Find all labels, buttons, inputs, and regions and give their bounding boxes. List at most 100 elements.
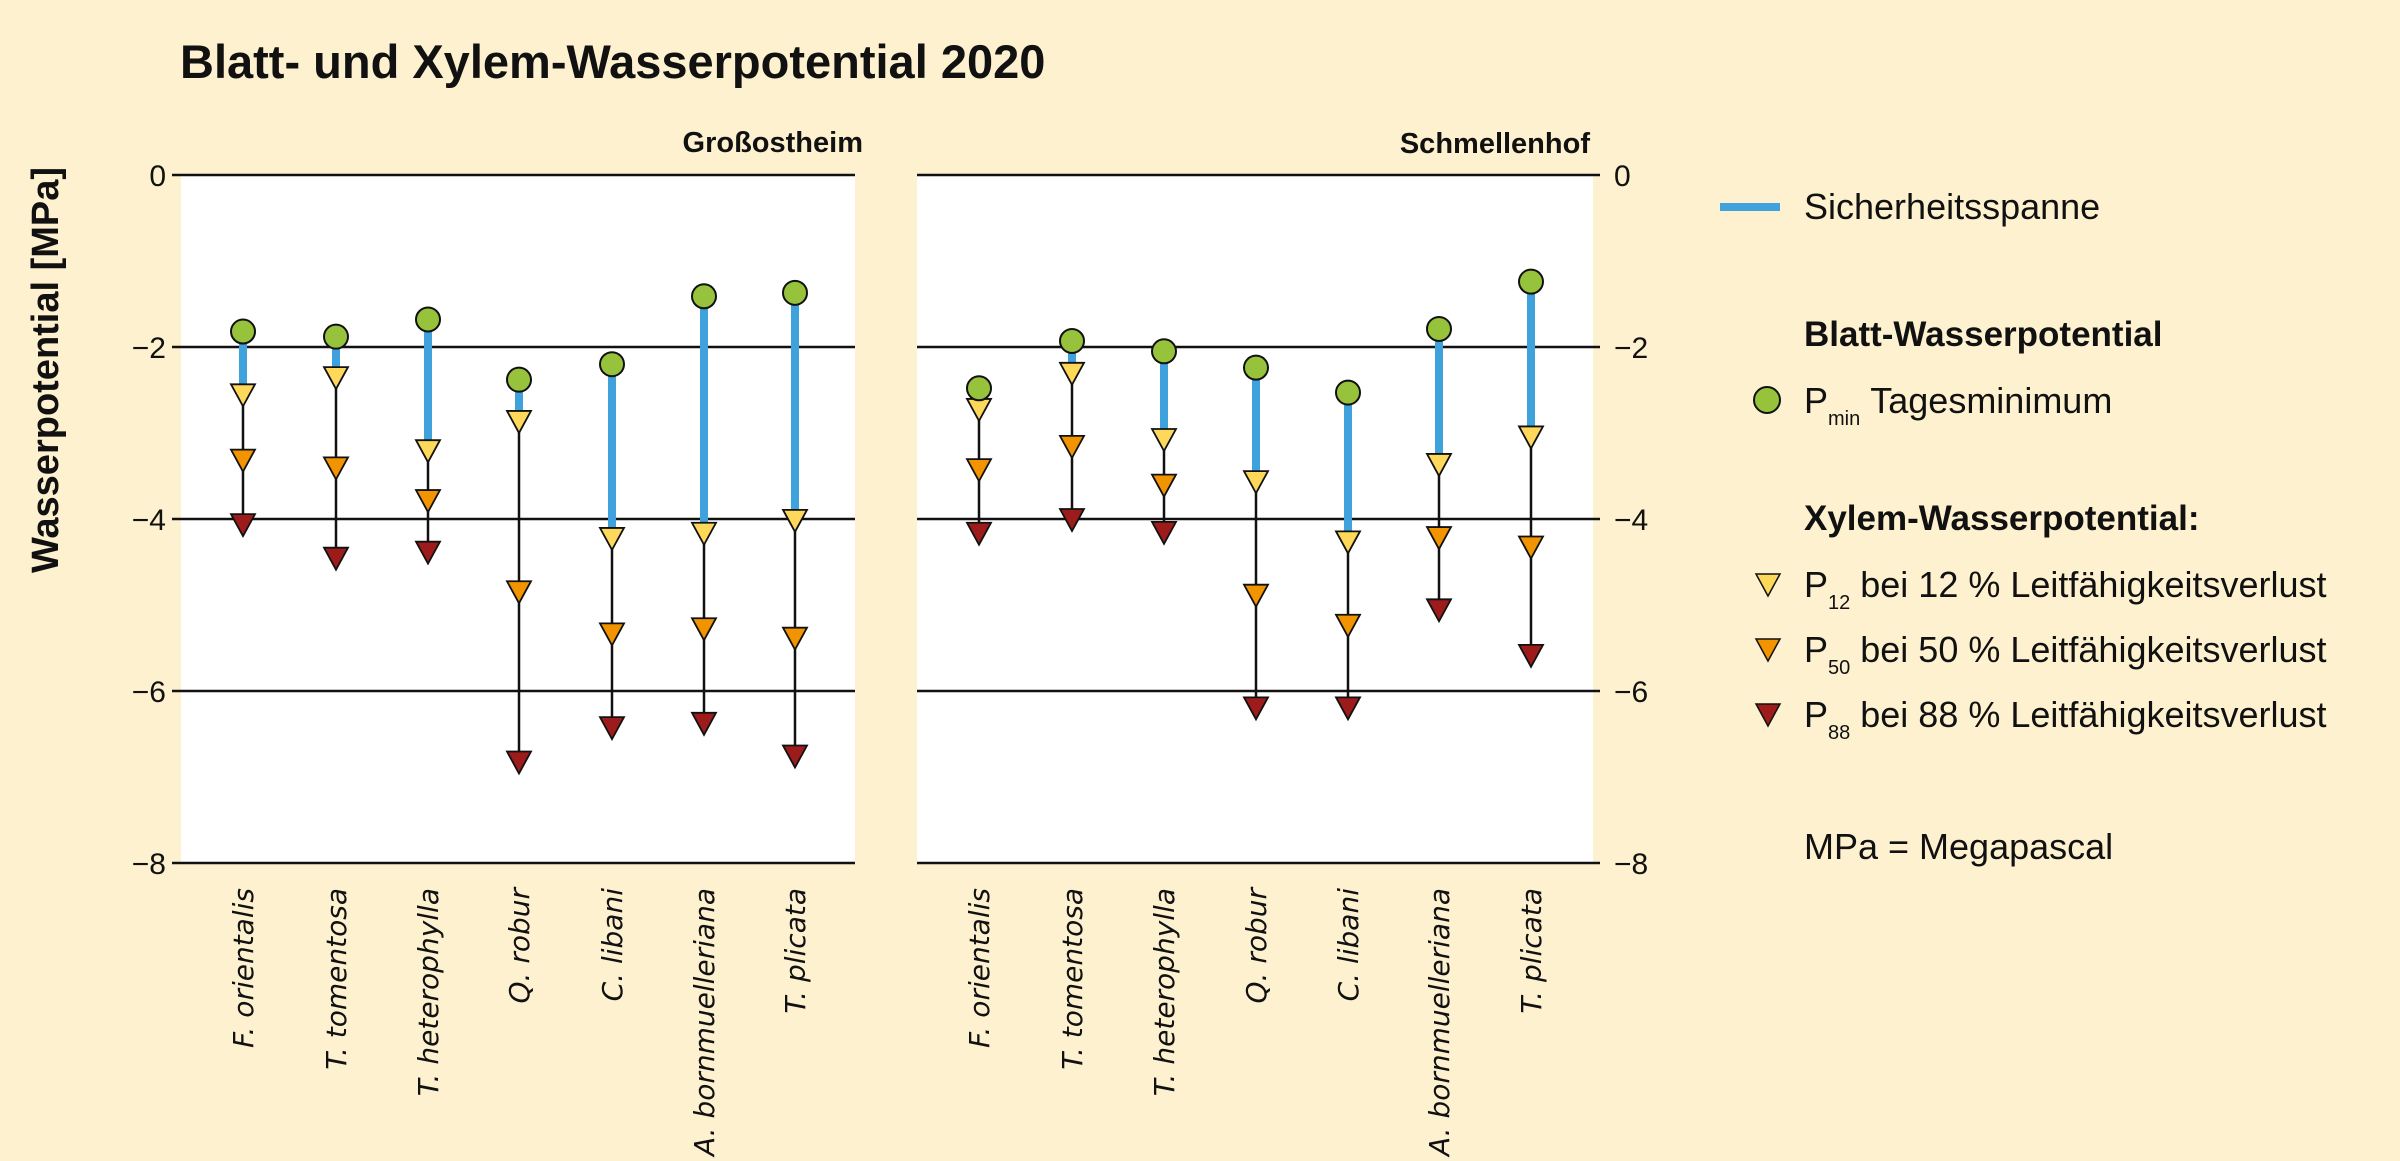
panel-title-grossostheim: Großostheim	[683, 127, 863, 159]
pmin-marker	[230, 318, 256, 345]
pmin-marker	[506, 366, 532, 393]
x-axis-labels-schmellenhof: F. orientalis T. tomentosa T. heterophyl…	[963, 887, 1548, 1159]
p88-marker	[781, 744, 809, 770]
p88-marker	[414, 540, 442, 566]
legend-p12-triangle-icon	[1754, 573, 1782, 598]
p12-marker	[1150, 428, 1178, 453]
p88-marker	[965, 521, 993, 547]
p12-marker	[1517, 425, 1545, 451]
p50-marker	[781, 626, 809, 652]
p50-marker	[598, 622, 626, 648]
y-axis-right: 0 −2 −4 −6 −8	[1614, 160, 1648, 881]
p88-marker	[1425, 598, 1453, 624]
p50-marker	[1334, 613, 1362, 639]
pmin-marker	[782, 279, 808, 306]
legend-p12-text: bei 12 % Leitfähigkeitsverlust	[1860, 564, 2326, 605]
legend-unit-note: MPa = Megapascal	[1804, 826, 2113, 867]
legend-p12-sub: 12	[1828, 592, 1850, 614]
p50-marker	[1058, 434, 1086, 460]
p88-marker	[229, 513, 257, 539]
p12-marker	[1058, 361, 1086, 387]
y-tick-label: −6	[1614, 676, 1648, 709]
pmin-marker	[323, 323, 349, 350]
p50-marker	[414, 489, 442, 514]
x-tick-label: A. bornmuelleriana	[1423, 888, 1456, 1158]
p50-marker	[690, 617, 718, 643]
x-tick-label: C. libani	[1332, 888, 1365, 1002]
y-tick-label: −2	[1614, 332, 1648, 365]
x-tick-label: T. plicata	[1515, 888, 1548, 1014]
x-tick-label: A. bornmuelleriana	[688, 888, 721, 1158]
x-tick-label: Q. robur	[1240, 887, 1273, 1004]
legend-p12-label: P12 bei 12 % Leitfähigkeitsverlust	[1804, 564, 2327, 614]
p88-marker	[1242, 696, 1270, 722]
p12-marker	[1334, 530, 1362, 556]
y-axis-left: 0 −2 −4 −6 −8	[132, 160, 166, 881]
p12-marker	[414, 439, 442, 465]
x-tick-label: T. plicata	[779, 888, 812, 1014]
p88-marker	[322, 546, 350, 572]
x-tick-label: Q. robur	[503, 887, 536, 1004]
x-tick-label: T. heterophylla	[412, 888, 445, 1096]
x-tick-label: T. heterophylla	[1148, 888, 1181, 1096]
y-tick-label: −2	[132, 332, 166, 365]
legend-pmin-label: Pmin Tagesminimum	[1804, 380, 2112, 430]
p88-marker	[690, 711, 718, 737]
legend-p88-label: P88 bei 88 % Leitfähigkeitsverlust	[1804, 694, 2327, 744]
panel-title-schmellenhof: Schmellenhof	[1400, 128, 1590, 160]
y-tick-label: −8	[132, 848, 166, 881]
pmin-marker	[1059, 327, 1085, 354]
legend-p50-sub: 50	[1828, 657, 1850, 679]
p50-marker	[322, 456, 350, 482]
p12-marker	[229, 383, 257, 409]
p50-marker	[1150, 473, 1178, 499]
legend-p50-triangle-icon	[1754, 638, 1782, 663]
x-tick-label: T. tomentosa	[1056, 888, 1089, 1070]
legend-xylem-heading: Xylem-Wasserpotential:	[1804, 499, 2199, 538]
gridlines	[172, 173, 1600, 865]
p88-marker	[598, 716, 626, 741]
pmin-marker	[1426, 315, 1452, 342]
x-tick-label: C. libani	[596, 888, 629, 1002]
pmin-marker	[599, 351, 625, 378]
pmin-marker	[415, 306, 441, 333]
legend-pmin-text: Tagesminimum	[1870, 380, 2112, 421]
p12-marker	[1242, 470, 1270, 496]
x-axis-labels-grossostheim: F. orientalis T. tomentosa T. heterophyl…	[227, 887, 812, 1159]
legend-p88-main: P	[1804, 694, 1828, 735]
legend-p50-label: P50 bei 50 % Leitfähigkeitsverlust	[1804, 629, 2327, 679]
p50-marker	[229, 448, 257, 474]
p88-marker	[1058, 508, 1086, 533]
pmin-marker	[1518, 268, 1544, 295]
y-tick-label: −8	[1614, 848, 1648, 881]
legend: Sicherheitsspanne Blatt-Wasserpotential …	[1720, 186, 2327, 867]
legend-p88-text: bei 88 % Leitfähigkeitsverlust	[1860, 694, 2326, 735]
legend-p88-sub: 88	[1828, 722, 1850, 744]
p12-marker	[781, 508, 809, 534]
p88-marker	[1517, 643, 1545, 669]
p50-marker	[1242, 583, 1270, 609]
pmin-marker	[1151, 338, 1177, 365]
legend-p12-main: P	[1804, 564, 1828, 605]
p12-marker	[598, 527, 626, 552]
y-tick-label: −4	[132, 504, 166, 537]
p12-marker	[690, 521, 718, 547]
y-tick-label: −6	[132, 676, 166, 709]
y-tick-label: 0	[1614, 160, 1631, 193]
p12-marker	[505, 410, 533, 435]
pmin-marker	[966, 375, 992, 402]
y-tick-label: −4	[1614, 504, 1648, 537]
legend-pmin-sub: min	[1828, 408, 1860, 430]
pmin-marker	[691, 283, 717, 310]
legend-p50-main: P	[1804, 629, 1828, 670]
chart-title: Blatt- und Xylem-Wasserpotential 2020	[180, 35, 1045, 88]
p12-marker	[1425, 453, 1453, 478]
y-axis-title: Wasserpotential [MPa]	[25, 167, 67, 573]
p88-marker	[1334, 696, 1362, 722]
y-tick-label: 0	[149, 160, 166, 193]
legend-p50-text: bei 50 % Leitfähigkeitsverlust	[1860, 629, 2326, 670]
p50-marker	[1425, 526, 1453, 551]
p50-marker	[1517, 535, 1545, 561]
x-tick-label: F. orientalis	[963, 888, 996, 1048]
